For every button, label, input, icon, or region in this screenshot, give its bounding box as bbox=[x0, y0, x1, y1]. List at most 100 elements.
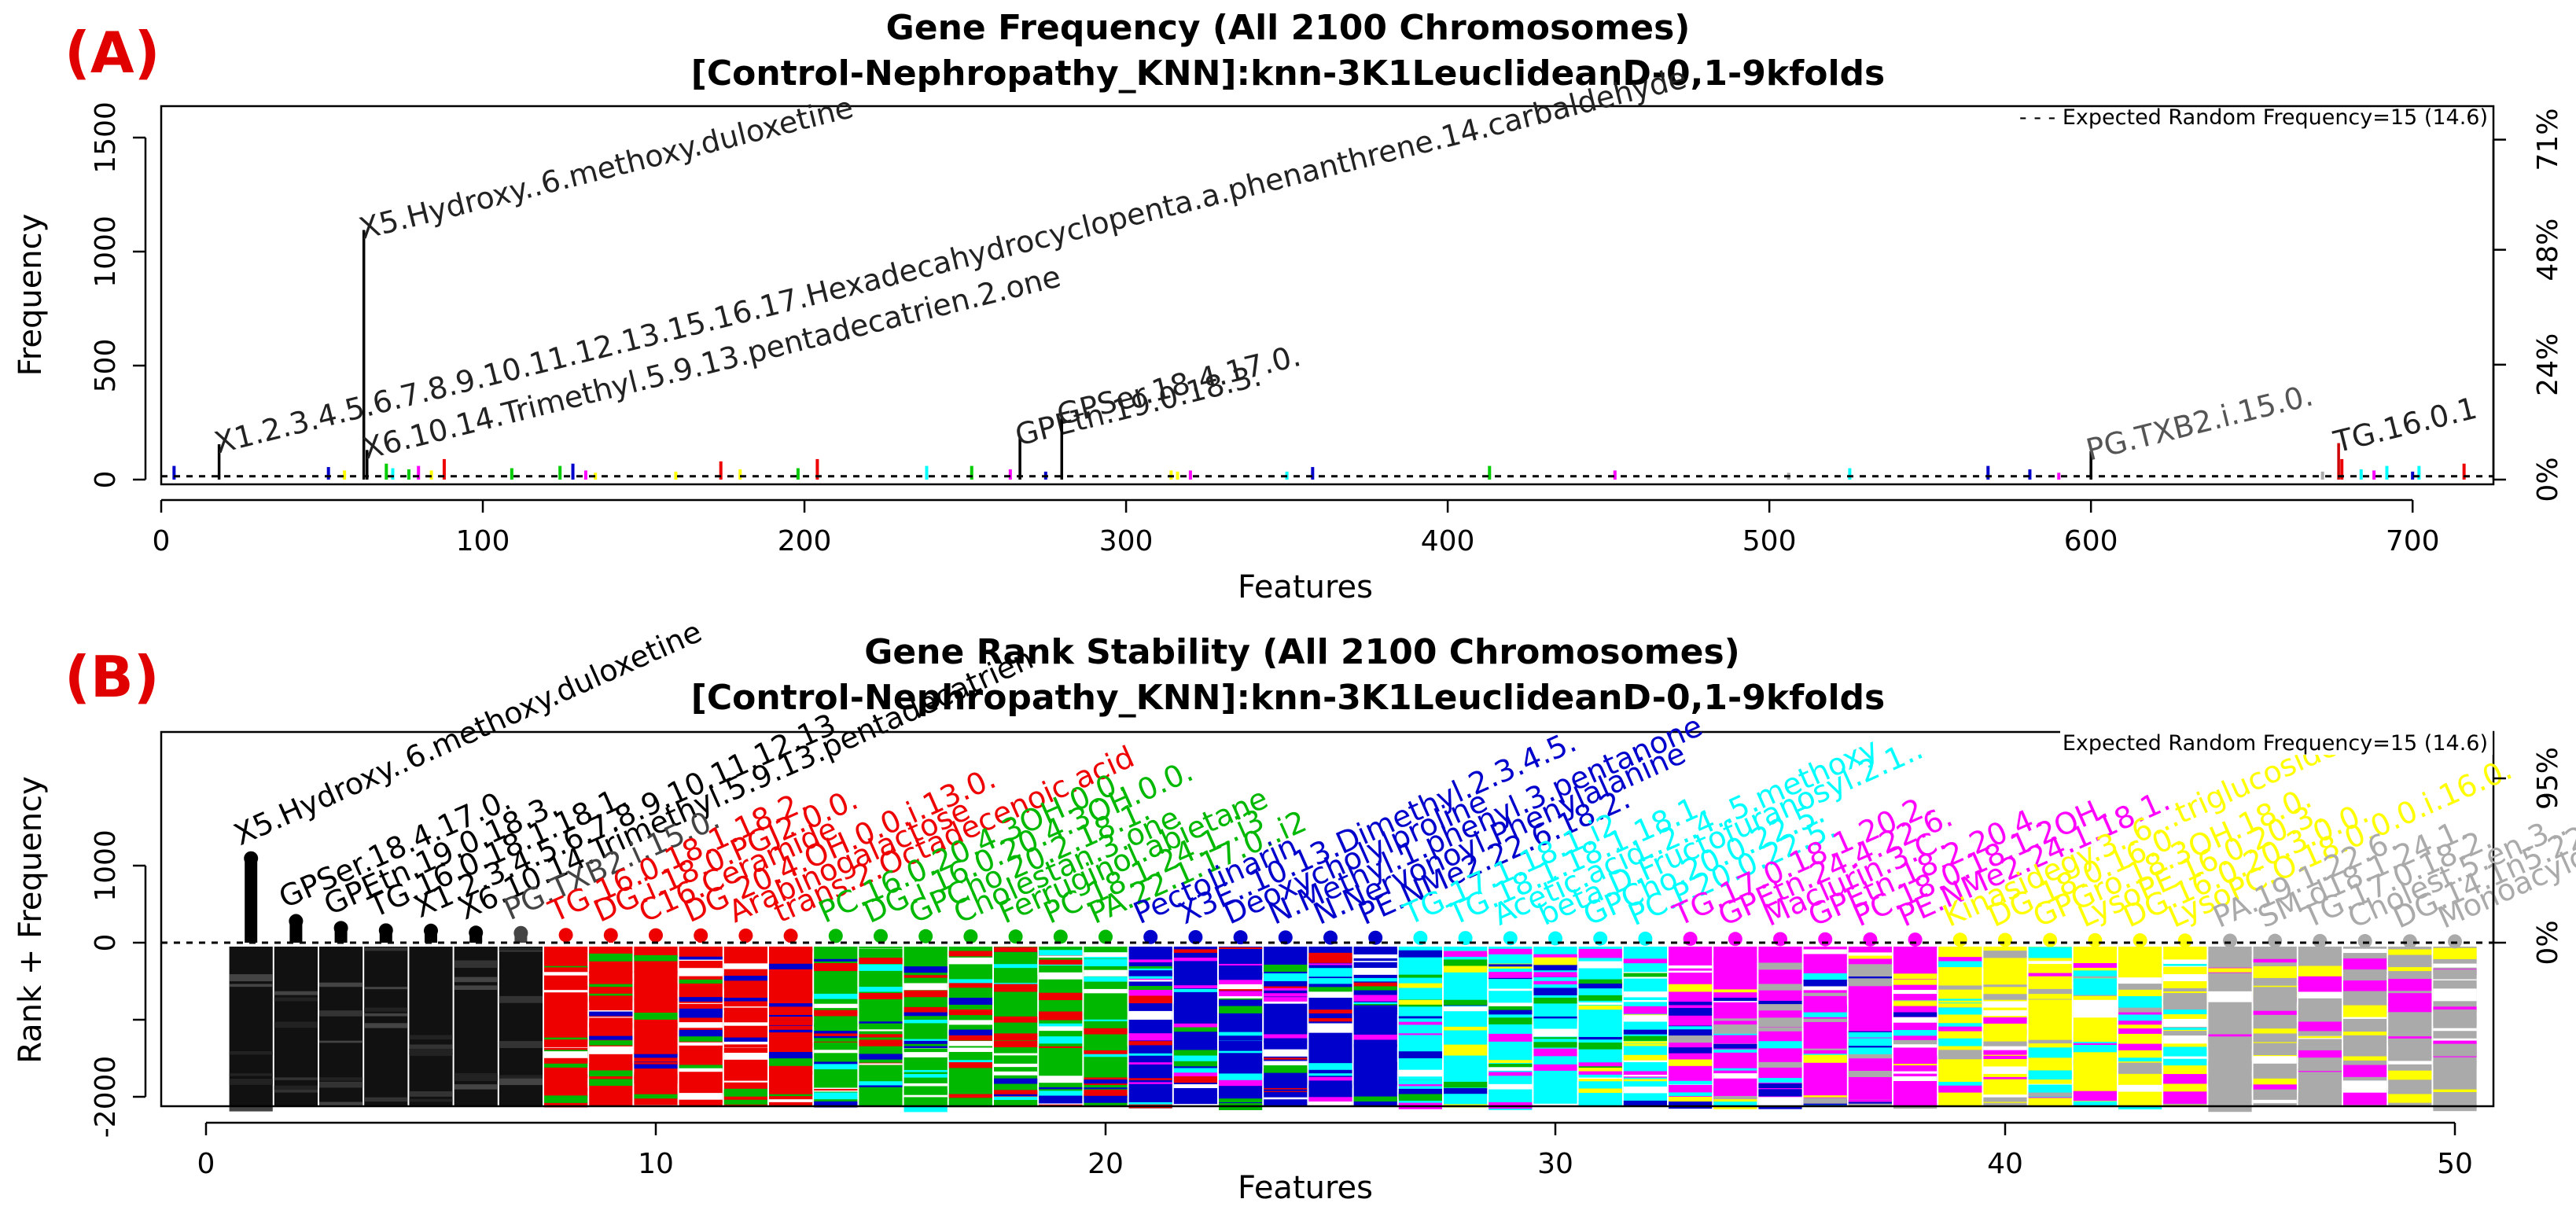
heatmap-stripe bbox=[2433, 1028, 2477, 1032]
heatmap-stripe bbox=[364, 1023, 408, 1028]
heatmap-stripe bbox=[723, 973, 767, 976]
heatmap-stripe bbox=[1848, 1038, 1892, 1046]
heatmap-stripe bbox=[723, 1047, 767, 1055]
heatmap-stripe bbox=[1444, 1051, 1488, 1056]
heatmap-stripe bbox=[1713, 1043, 1757, 1049]
heatmap-stripe bbox=[1848, 964, 1892, 972]
heatmap-stripe bbox=[1489, 1005, 1533, 1011]
feature-label-2: X6.10.14.Trimethyl.5.9.13.pentadecatrien… bbox=[359, 259, 1064, 466]
heatmap-stripe bbox=[1983, 951, 2027, 958]
heatmap-stripe bbox=[1893, 1076, 1938, 1081]
heatmap-stripe bbox=[2163, 964, 2207, 966]
heatmap-stripe bbox=[1893, 1039, 1938, 1045]
heatmap-stripe bbox=[903, 1043, 948, 1046]
heatmap-stripe bbox=[2343, 1098, 2387, 1105]
heatmap-stripe bbox=[589, 1063, 633, 1071]
heatmap-stripe bbox=[1308, 1076, 1352, 1081]
heatmap-stripe bbox=[1128, 948, 1172, 952]
heatmap-stripe bbox=[903, 966, 948, 973]
heatmap-stripe bbox=[1219, 947, 1263, 950]
heatmap-stripe bbox=[2073, 962, 2117, 968]
heatmap-stripe bbox=[1084, 1095, 1128, 1103]
heatmap-stripe bbox=[2163, 1074, 2207, 1083]
heatmap-stripe bbox=[1938, 1053, 1982, 1056]
heatmap-stripe bbox=[1353, 1080, 1397, 1086]
heatmap-stripe bbox=[1173, 958, 1217, 962]
frequency-dot-46 bbox=[2268, 933, 2283, 948]
heatmap-stripe bbox=[723, 999, 767, 1007]
panel-a-right-tick-label: 71% bbox=[2532, 108, 2564, 171]
heatmap-stripe bbox=[1353, 949, 1397, 954]
heatmap-stripe bbox=[1848, 1047, 1892, 1054]
heatmap-stripe bbox=[859, 987, 903, 992]
heatmap-stripe bbox=[2208, 973, 2252, 981]
heatmap-stripe bbox=[769, 1029, 813, 1033]
heatmap-stripe bbox=[229, 974, 273, 982]
heatmap-stripe bbox=[1039, 1036, 1083, 1044]
heatmap-column-16 bbox=[903, 947, 948, 1106]
heatmap-stripe bbox=[1578, 1079, 1622, 1082]
heatmap-stripe bbox=[814, 1023, 858, 1028]
heatmap-stripe bbox=[1039, 959, 1083, 965]
heatmap-stripe bbox=[2163, 1046, 2207, 1057]
heatmap-stripe bbox=[1623, 1000, 1667, 1002]
heatmap-stripe bbox=[1444, 1044, 1488, 1052]
heatmap-stripe bbox=[1713, 958, 1757, 962]
heatmap-stripe bbox=[1039, 1011, 1083, 1017]
heatmap-stripe bbox=[2073, 995, 2117, 1003]
heatmap-stripe bbox=[589, 995, 633, 1002]
panel-a-x-tick-label: 500 bbox=[1742, 525, 1797, 557]
heatmap-stripe bbox=[1578, 1036, 1622, 1040]
heatmap-stripe bbox=[1758, 1027, 1802, 1032]
heatmap-stripe bbox=[544, 985, 588, 990]
heatmap-stripe bbox=[589, 971, 633, 973]
heatmap-stripe bbox=[769, 947, 813, 952]
frequency-dot-41 bbox=[2043, 932, 2058, 947]
heatmap-stripe bbox=[2208, 1095, 2252, 1099]
heatmap-stripe bbox=[1578, 1002, 1622, 1005]
heatmap-stripe bbox=[1128, 1082, 1172, 1084]
heatmap-stripe bbox=[2208, 968, 2252, 973]
heatmap-stripe bbox=[2433, 1043, 2477, 1057]
heatmap-stripe bbox=[1803, 1095, 1847, 1098]
feature-label-4: GPSer.18.4.17.0. bbox=[1054, 338, 1305, 432]
heatmap-stripe bbox=[1128, 976, 1172, 979]
heatmap-stripe bbox=[1938, 961, 1982, 968]
heatmap-stripe bbox=[1713, 1018, 1757, 1021]
heatmap-stripe bbox=[2253, 1010, 2297, 1015]
heatmap-stripe bbox=[2073, 1101, 2117, 1107]
frequency-dot-8 bbox=[558, 928, 573, 943]
panel-b-xlabel: Features bbox=[1238, 1170, 1373, 1206]
heatmap-stripe bbox=[679, 1099, 723, 1104]
heatmap-stripe bbox=[2118, 1105, 2162, 1110]
heatmap-stripe bbox=[948, 1035, 992, 1041]
heatmap-stripe bbox=[2028, 1063, 2072, 1068]
heatmap-stripe bbox=[948, 1094, 992, 1098]
heatmap-stripe bbox=[723, 1053, 767, 1060]
heatmap-stripe bbox=[1308, 1018, 1352, 1022]
heatmap-stripe bbox=[1084, 969, 1128, 972]
heatmap-stripe bbox=[1398, 1032, 1442, 1040]
heatmap-stripe bbox=[1173, 1060, 1217, 1067]
frequency-dot-43 bbox=[2133, 933, 2147, 948]
heatmap-stripe bbox=[994, 1071, 1038, 1076]
frequency-dot-36 bbox=[1818, 932, 1833, 947]
panel-a-label: (A) bbox=[64, 20, 160, 86]
heatmap-stripe bbox=[994, 983, 1038, 985]
frequency-dot-40 bbox=[1998, 932, 2012, 947]
heatmap-stripe bbox=[1578, 1032, 1622, 1037]
heatmap-stripe bbox=[2253, 1022, 2297, 1026]
heatmap-stripe bbox=[634, 951, 678, 958]
frequency-dot-25 bbox=[1323, 930, 1338, 945]
heatmap-stripe bbox=[1173, 988, 1217, 992]
frequency-dot-20 bbox=[1098, 929, 1113, 944]
heatmap-stripe bbox=[1669, 1084, 1713, 1093]
heatmap-stripe bbox=[1219, 1098, 1263, 1103]
heatmap-stripe bbox=[1533, 997, 1577, 1004]
heatmap-stripe bbox=[903, 990, 948, 995]
heatmap-stripe bbox=[2343, 1090, 2387, 1102]
heatmap-stripe bbox=[2298, 976, 2342, 986]
heatmap-stripe bbox=[679, 1004, 723, 1010]
heatmap-stripe bbox=[544, 990, 588, 993]
heatmap-stripe bbox=[544, 965, 588, 969]
